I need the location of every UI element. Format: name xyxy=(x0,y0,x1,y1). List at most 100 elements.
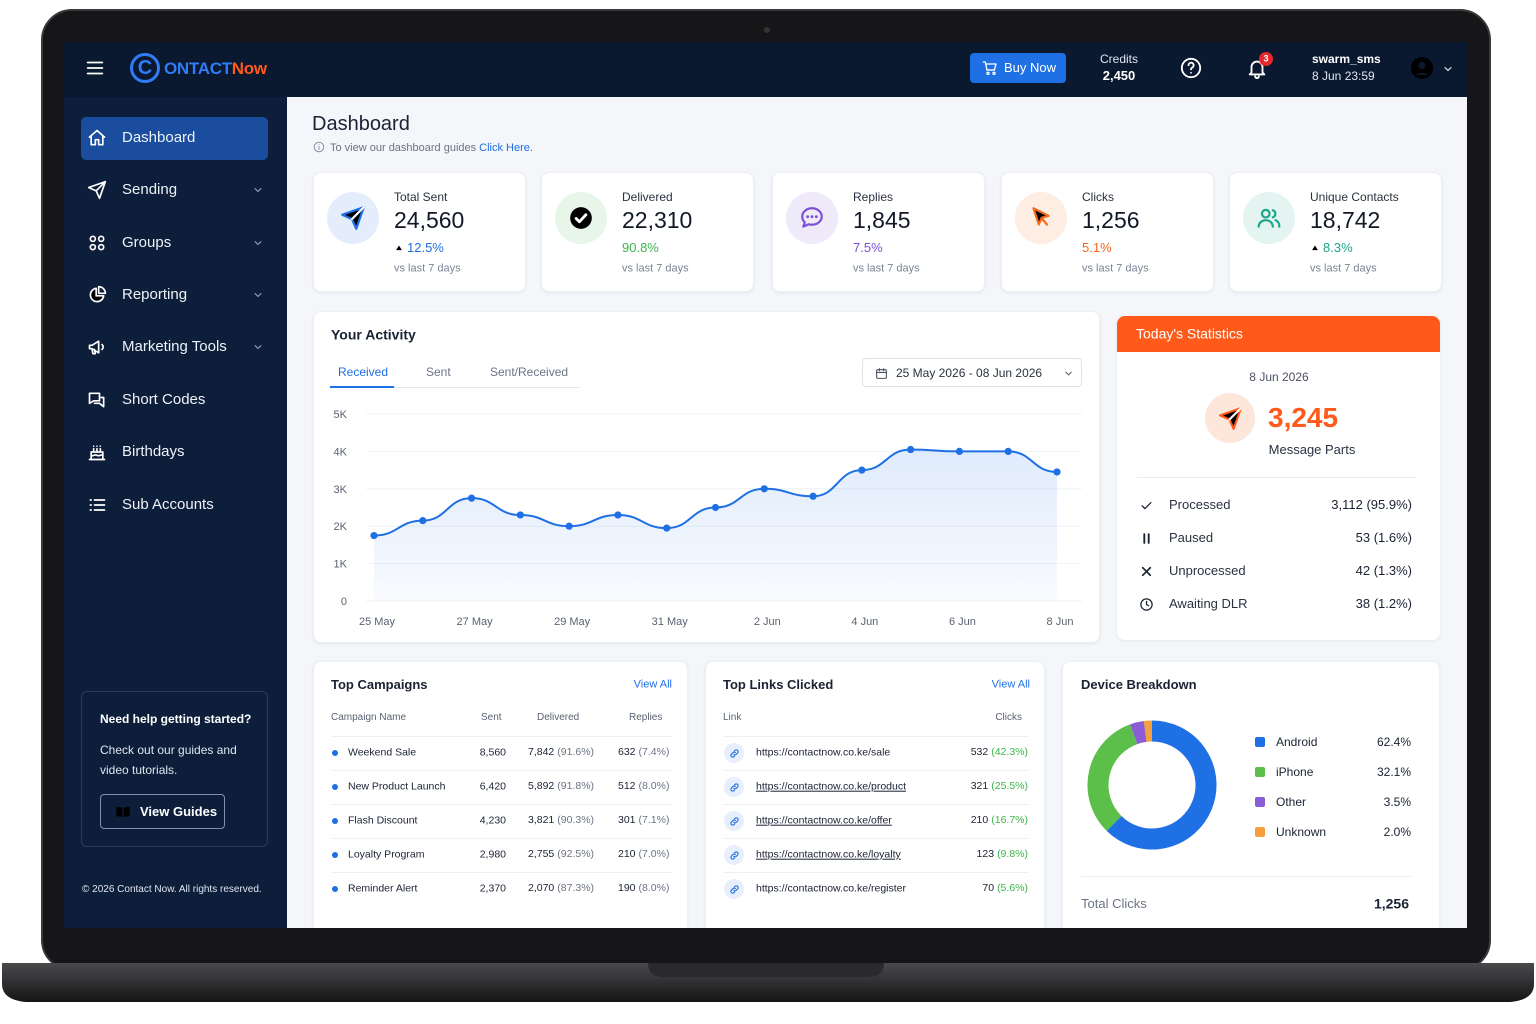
icon-shape xyxy=(1145,600,1149,606)
replies-count: 512 xyxy=(618,780,636,792)
datetime: 8 Jun 23:59 xyxy=(1312,68,1375,83)
nav-label[interactable]: Sub Accounts xyxy=(122,496,214,513)
nav-item[interactable]: Birthdays xyxy=(81,431,268,474)
notification-count: 3 xyxy=(1263,53,1269,64)
nav-label[interactable]: Short Codes xyxy=(122,391,206,408)
link-url[interactable]: https://contactnow.co.ke/register xyxy=(756,882,906,895)
date-range[interactable]: 25 May 2026 - 08 Jun 2026 xyxy=(896,365,1043,380)
y-tick-label: 1K xyxy=(334,559,348,571)
clicks-count: 70 xyxy=(982,882,995,894)
logo-letter: C xyxy=(137,57,153,79)
point xyxy=(955,447,964,455)
icon-shape xyxy=(89,287,105,303)
link-url[interactable]: https://contactnow.co.ke/product xyxy=(756,780,907,793)
total-label: Total Clicks xyxy=(1081,896,1147,912)
icon-shape xyxy=(89,499,106,511)
x-tick-label: 4 Jun xyxy=(851,616,878,628)
campaign-name: Flash Discount xyxy=(348,814,418,827)
nav-label[interactable]: Sending xyxy=(122,181,178,198)
icon-shape xyxy=(1444,67,1452,71)
legend-swatch xyxy=(1255,827,1265,837)
campaign-sent: 6,420 xyxy=(479,780,506,793)
tab[interactable]: Sent/Received xyxy=(490,364,569,379)
tab[interactable]: Received xyxy=(338,364,389,379)
link-url[interactable]: https://contactnow.co.ke/offer xyxy=(756,814,892,827)
point xyxy=(1004,447,1012,455)
top-bar: C ONTACT Now Buy Now Credits 2,450 3 swarm_sms 8… xyxy=(64,42,1467,97)
buy-now-label[interactable]: Buy Now xyxy=(1004,60,1057,76)
icon-shape xyxy=(1260,208,1271,219)
nav-item[interactable]: Short Codes xyxy=(81,379,268,422)
status-label: Unprocessed xyxy=(1169,563,1246,579)
nav-label[interactable]: Reporting xyxy=(122,286,188,303)
campaign-delivered: 5,892 (91.8%) xyxy=(528,780,618,794)
view-all-link[interactable]: View All xyxy=(633,678,672,691)
trend-up-icon xyxy=(1312,245,1318,251)
nav-icon xyxy=(88,445,106,461)
tab[interactable]: Sent xyxy=(426,364,451,379)
link-url[interactable]: https://contactnow.co.ke/loyalty xyxy=(756,848,901,861)
row-divider xyxy=(723,838,1029,839)
nav-label[interactable]: Groups xyxy=(122,234,172,251)
y-tick-label: 2K xyxy=(334,521,348,533)
hint-link[interactable]: Click Here. xyxy=(479,142,533,154)
stat-card: Delivered 22,310 90.8% vs last 7 days xyxy=(541,172,754,292)
buy-now-button[interactable]: Buy Now xyxy=(970,53,1066,83)
stat-icon-bg xyxy=(1015,192,1067,244)
view-guides-button[interactable]: View Guides xyxy=(100,794,225,829)
sidebar: Dashboard Sending Groups Reporting Marketing… xyxy=(64,97,287,928)
nav-item[interactable]: Marketing Tools xyxy=(81,326,268,369)
nav-item[interactable]: Sending xyxy=(81,169,268,212)
nav-item[interactable]: Sub Accounts xyxy=(81,484,268,527)
devices-title: Device Breakdown xyxy=(1081,677,1197,693)
nav-item[interactable]: Dashboard xyxy=(81,117,268,160)
column-header: Link xyxy=(723,712,742,723)
point xyxy=(614,511,622,519)
x-tick-label: 6 Jun xyxy=(949,616,976,628)
nav-label[interactable]: Dashboard xyxy=(122,129,196,146)
clicks-count: 532 xyxy=(970,746,989,758)
icon-shape xyxy=(875,367,887,373)
nav-chevron xyxy=(254,188,262,192)
icon-shape xyxy=(254,293,262,297)
menu-icon xyxy=(86,61,104,75)
stat-change: 12.5% xyxy=(407,240,444,256)
row-divider xyxy=(331,804,672,805)
stat-icon-bg xyxy=(1243,192,1295,244)
view-all-link[interactable]: View All xyxy=(991,678,1030,691)
delivered-count: 2,755 xyxy=(528,848,555,860)
view-guides-label[interactable]: View Guides xyxy=(140,804,218,820)
nav-label[interactable]: Birthdays xyxy=(122,443,185,460)
link-clicks: 210 (16.7%) xyxy=(928,814,1028,828)
stat-label: Unique Contacts xyxy=(1310,189,1399,204)
status-value: 38 (1.2%) xyxy=(1355,596,1412,612)
page-hint: To view our dashboard guides Click Here. xyxy=(330,140,630,156)
icon-shape xyxy=(729,748,739,758)
replies-pct: (8.0%) xyxy=(638,780,670,792)
help-box: Need help getting started? Check out our … xyxy=(81,691,268,847)
status-value: 3,112 (95.9%) xyxy=(1331,497,1412,513)
nav-item[interactable]: Reporting xyxy=(81,274,268,317)
nav-chevron xyxy=(254,293,262,297)
legend-label: Unknown xyxy=(1276,824,1327,839)
y-tick-label: 3K xyxy=(334,484,348,496)
stat-note: vs last 7 days xyxy=(853,262,920,275)
icon-shape xyxy=(875,368,887,379)
nav-item[interactable]: Groups xyxy=(81,222,268,265)
link-icon xyxy=(729,816,739,826)
help-icon xyxy=(1180,57,1202,79)
link-icon-bg xyxy=(724,845,744,865)
row-divider xyxy=(723,736,1029,737)
row-dot xyxy=(332,852,338,858)
nav-icon xyxy=(89,285,107,303)
column-header: Delivered xyxy=(537,712,580,723)
nav-label[interactable]: Marketing Tools xyxy=(122,338,227,355)
link-icon-bg xyxy=(724,879,744,899)
link-url[interactable]: https://contactnow.co.ke/sale xyxy=(756,746,891,759)
stat-note: vs last 7 days xyxy=(394,262,461,275)
date-chevron xyxy=(1064,371,1072,375)
date-picker[interactable]: 25 May 2026 - 08 Jun 2026 xyxy=(862,358,1082,387)
clicks-pct: (5.6%) xyxy=(997,882,1028,894)
logo-text: ONTACT Now xyxy=(164,56,314,82)
link-icon xyxy=(729,884,739,894)
